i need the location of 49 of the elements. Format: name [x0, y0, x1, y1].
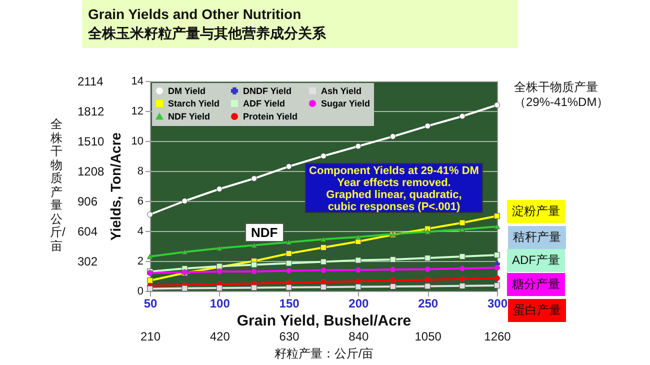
x-tick-label: 250	[418, 296, 438, 310]
legend-label: DM Yield	[168, 86, 206, 96]
y-tick-label: 2	[137, 256, 144, 268]
legend-label: ADF Yield	[243, 98, 286, 108]
x-tick-label: 300	[487, 296, 508, 310]
y-tick-label: 0	[137, 286, 144, 298]
y-tick-label: 6	[137, 196, 144, 208]
y-tick-label: 4	[137, 226, 144, 238]
legend-label: NDF Yield	[168, 112, 210, 122]
y2-tick-label: 1510	[78, 134, 105, 148]
legend-label: Sugar Yield	[321, 98, 370, 108]
x2-tick-label: 420	[210, 330, 230, 344]
y2-tick-label: 302	[78, 254, 98, 268]
x-tick-label: 50	[144, 296, 158, 310]
y-tick-label: 14	[131, 76, 144, 88]
text: 秸秆产量	[508, 226, 566, 249]
text: 全株干物质产量（29%-41%DM）	[514, 80, 609, 110]
legend-label: Starch Yield	[168, 98, 220, 108]
annotation: Component Yields at 29-41% DM Year effects removed. Graphed linear, quadratic, cubic responses (P<.001)	[305, 163, 483, 213]
legend-label: Protein Yield	[243, 112, 298, 122]
y-tick-label: 10	[131, 136, 144, 148]
legend-label: DNDF Yield	[243, 86, 292, 96]
text: 蛋白产量	[508, 299, 566, 322]
x-tick-label: 150	[279, 296, 300, 310]
y2-tick-label: 2114	[78, 74, 104, 88]
text: 糖分产量	[507, 273, 565, 296]
y-tick-label: 12	[131, 106, 144, 118]
x-tick-label: 200	[348, 296, 370, 310]
y2-tick-label: 1208	[78, 164, 105, 178]
y2-tick-label: 1812	[78, 104, 105, 118]
y-axis-title: Yields, Ton/Acre	[107, 132, 124, 241]
y2-tick-label: 604	[78, 224, 98, 238]
text: 全株干物质产量公斤/亩	[50, 117, 66, 252]
legend-label: Ash Yield	[321, 86, 362, 96]
x2-tick-label: 630	[279, 330, 300, 344]
x2-tick-label: 840	[348, 330, 370, 344]
x2-tick-label: 1260	[484, 330, 512, 344]
chart-title: Grain Yields and Other Nutrition	[88, 6, 302, 22]
y-tick-label: 8	[137, 166, 144, 178]
x-axis-title: Grain Yield, Bushel/Acre	[236, 312, 412, 330]
x2-axis-title: 籽粒产量：公斤/亩	[274, 346, 374, 360]
annotation: NDF	[245, 223, 284, 242]
x-tick-label: 100	[210, 296, 230, 310]
chart-subtitle: 全株玉米籽粒产量与其他营养成分关系	[88, 25, 326, 43]
text: ADF产量	[507, 249, 565, 272]
x2-tick-label: 210	[140, 330, 161, 344]
text: 淀粉产量	[507, 200, 565, 223]
x2-tick-label: 1050	[414, 330, 442, 344]
y2-tick-label: 906	[78, 194, 98, 208]
